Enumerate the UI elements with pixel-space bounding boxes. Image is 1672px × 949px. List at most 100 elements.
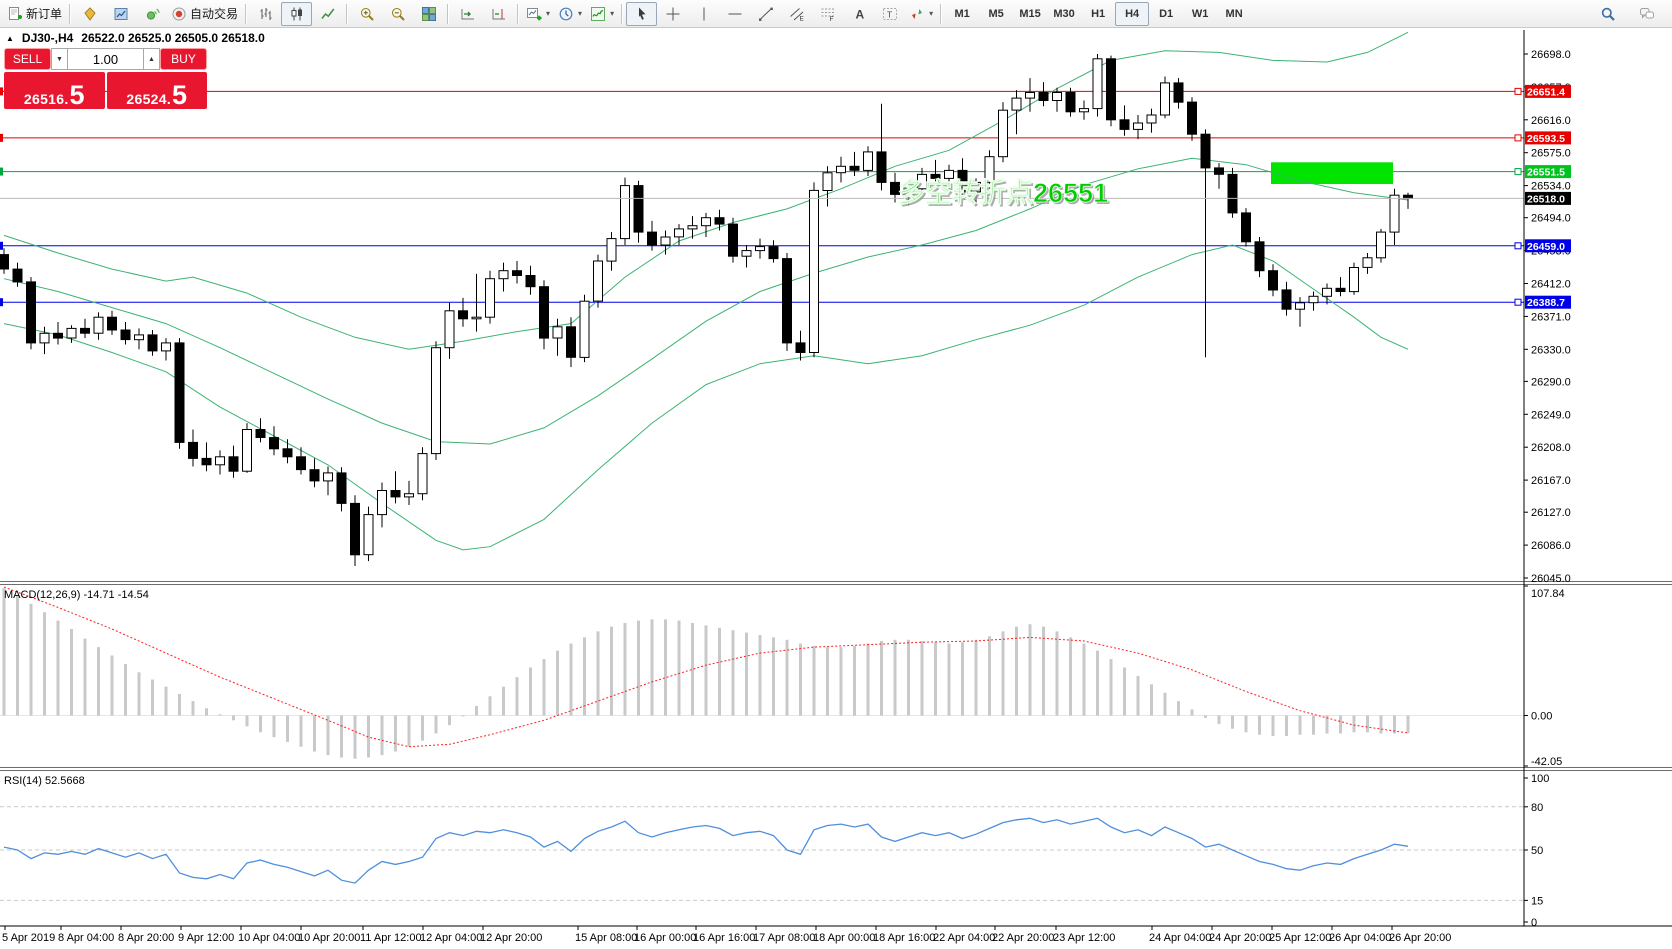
crosshair-button[interactable]	[657, 2, 688, 26]
cursor-button[interactable]	[626, 1, 658, 26]
chart-annotation-text[interactable]: 多空转折点26551	[898, 177, 1109, 209]
volume-increase-button[interactable]: ▲	[143, 48, 160, 70]
vertical-line-button[interactable]	[688, 2, 719, 26]
sell-price-button[interactable]: 26516. 5	[4, 72, 105, 109]
sell-button[interactable]: SELL	[4, 48, 51, 70]
timeframe-w1-button[interactable]: W1	[1191, 7, 1209, 20]
candle	[1254, 241, 1265, 272]
candle	[525, 275, 536, 288]
chart-shift-icon	[492, 8, 505, 19]
time-label: 8 Apr 20:00	[118, 932, 174, 944]
bar-chart-button[interactable]	[250, 2, 281, 26]
svg-text:26494.0: 26494.0	[1531, 213, 1571, 225]
candle	[552, 326, 563, 339]
profiles-button[interactable]: ▾	[554, 2, 586, 26]
timeframe-d1-button[interactable]: D1	[1159, 7, 1174, 20]
candle	[431, 347, 441, 455]
candle	[863, 151, 873, 171]
new-chart-button[interactable]: ▾	[522, 2, 554, 26]
candlestick-button[interactable]	[281, 1, 313, 26]
collapse-icon[interactable]: ▲	[6, 33, 14, 43]
candle	[1214, 167, 1224, 175]
buy-button[interactable]: BUY	[160, 48, 207, 70]
svg-text:A: A	[855, 7, 864, 21]
volume-input[interactable]	[68, 48, 143, 70]
svg-text:E: E	[799, 15, 804, 22]
rsi-label: RSI(14) 52.5668	[4, 775, 85, 787]
zoom-in-icon	[360, 7, 374, 21]
fibonacci-button[interactable]: F	[812, 2, 843, 26]
candle	[417, 453, 428, 495]
arrows-button[interactable]: ▾	[905, 2, 937, 26]
timeframe-m15-button[interactable]: M15	[1019, 7, 1041, 20]
candle	[1227, 173, 1238, 214]
price-axis[interactable]: 26698.026657.026616.026575.026534.026494…	[1514, 30, 1571, 929]
auto-trading-button[interactable]: 自动交易	[167, 2, 242, 26]
buy-price-button[interactable]: 26524. 5	[106, 72, 207, 109]
time-label: 25 Apr 12:00	[1269, 932, 1331, 944]
market-watch-button[interactable]	[105, 2, 136, 26]
volume-decrease-button[interactable]: ▼	[51, 48, 68, 70]
new-chart-icon	[527, 7, 542, 20]
time-label: 24 Apr 20:00	[1209, 932, 1271, 944]
macd-signal-line	[3, 586, 1409, 748]
highlight-rectangle[interactable]	[1271, 162, 1393, 184]
candle	[80, 327, 90, 334]
zoom-out-icon	[391, 7, 405, 21]
auto-scroll-button[interactable]	[452, 2, 483, 26]
zoom-in-button[interactable]	[351, 2, 382, 26]
signals-button[interactable]	[136, 2, 167, 26]
macd-pane	[0, 586, 1524, 759]
candle	[539, 286, 549, 339]
new-order-button[interactable]: 新订单	[3, 2, 66, 26]
svg-text:26412.0: 26412.0	[1531, 279, 1571, 291]
candle	[1025, 92, 1035, 99]
toolbar-separator	[245, 3, 248, 24]
candle	[1322, 287, 1332, 297]
candle	[795, 342, 806, 353]
candle	[687, 225, 698, 230]
candle	[1173, 82, 1184, 103]
search-button[interactable]	[1592, 2, 1623, 26]
hline-icon	[728, 13, 742, 14]
candle	[660, 236, 671, 246]
bar-chart-icon	[260, 7, 272, 20]
chart-profile-button[interactable]	[74, 2, 105, 26]
line-chart-button[interactable]	[312, 2, 343, 26]
time-label: 12 Apr 20:00	[480, 932, 542, 944]
timeframe-mn-button[interactable]: MN	[1225, 7, 1243, 20]
horizontal-line-button[interactable]	[719, 2, 750, 26]
tile-windows-button[interactable]	[413, 2, 444, 26]
time-label: 26 Apr 04:00	[1329, 932, 1391, 944]
text-label-button[interactable]: T	[874, 2, 905, 26]
candle	[849, 165, 860, 171]
svg-text:26575.0: 26575.0	[1531, 148, 1571, 160]
candle	[1160, 82, 1170, 116]
timeframe-m30-button[interactable]: M30	[1053, 7, 1075, 20]
candle	[836, 165, 846, 174]
candle	[498, 270, 509, 280]
candle	[1200, 133, 1211, 169]
candle	[755, 246, 765, 252]
text-button[interactable]: A	[843, 2, 874, 26]
dropdown-arrow-icon: ▾	[578, 9, 583, 18]
time-axis[interactable]: 5 Apr 2019 8 Apr 04:00 8 Apr 20:00 9 Apr 12…	[0, 925, 1672, 944]
crosshair-icon	[666, 7, 680, 20]
chart-shift-button[interactable]	[483, 2, 514, 26]
svg-text:0.00: 0.00	[1531, 711, 1552, 723]
ohlc-values: 26522.0 26525.0 26505.0 26518.0	[81, 31, 265, 45]
candle	[1241, 212, 1251, 243]
chat-button[interactable]	[1631, 2, 1662, 26]
zoom-out-button[interactable]	[382, 2, 413, 26]
timeframe-m5-button[interactable]: M5	[988, 7, 1004, 20]
indicators-button[interactable]: ▾	[586, 2, 618, 26]
channel-button[interactable]: E	[781, 2, 812, 26]
trendline-button[interactable]	[750, 2, 781, 26]
timeframe-m1-button[interactable]: M1	[954, 7, 970, 20]
timeframe-h4-button[interactable]: H4	[1115, 1, 1150, 26]
candle	[1065, 92, 1076, 113]
candle	[579, 300, 590, 358]
timeframe-h1-button[interactable]: H1	[1091, 7, 1106, 20]
